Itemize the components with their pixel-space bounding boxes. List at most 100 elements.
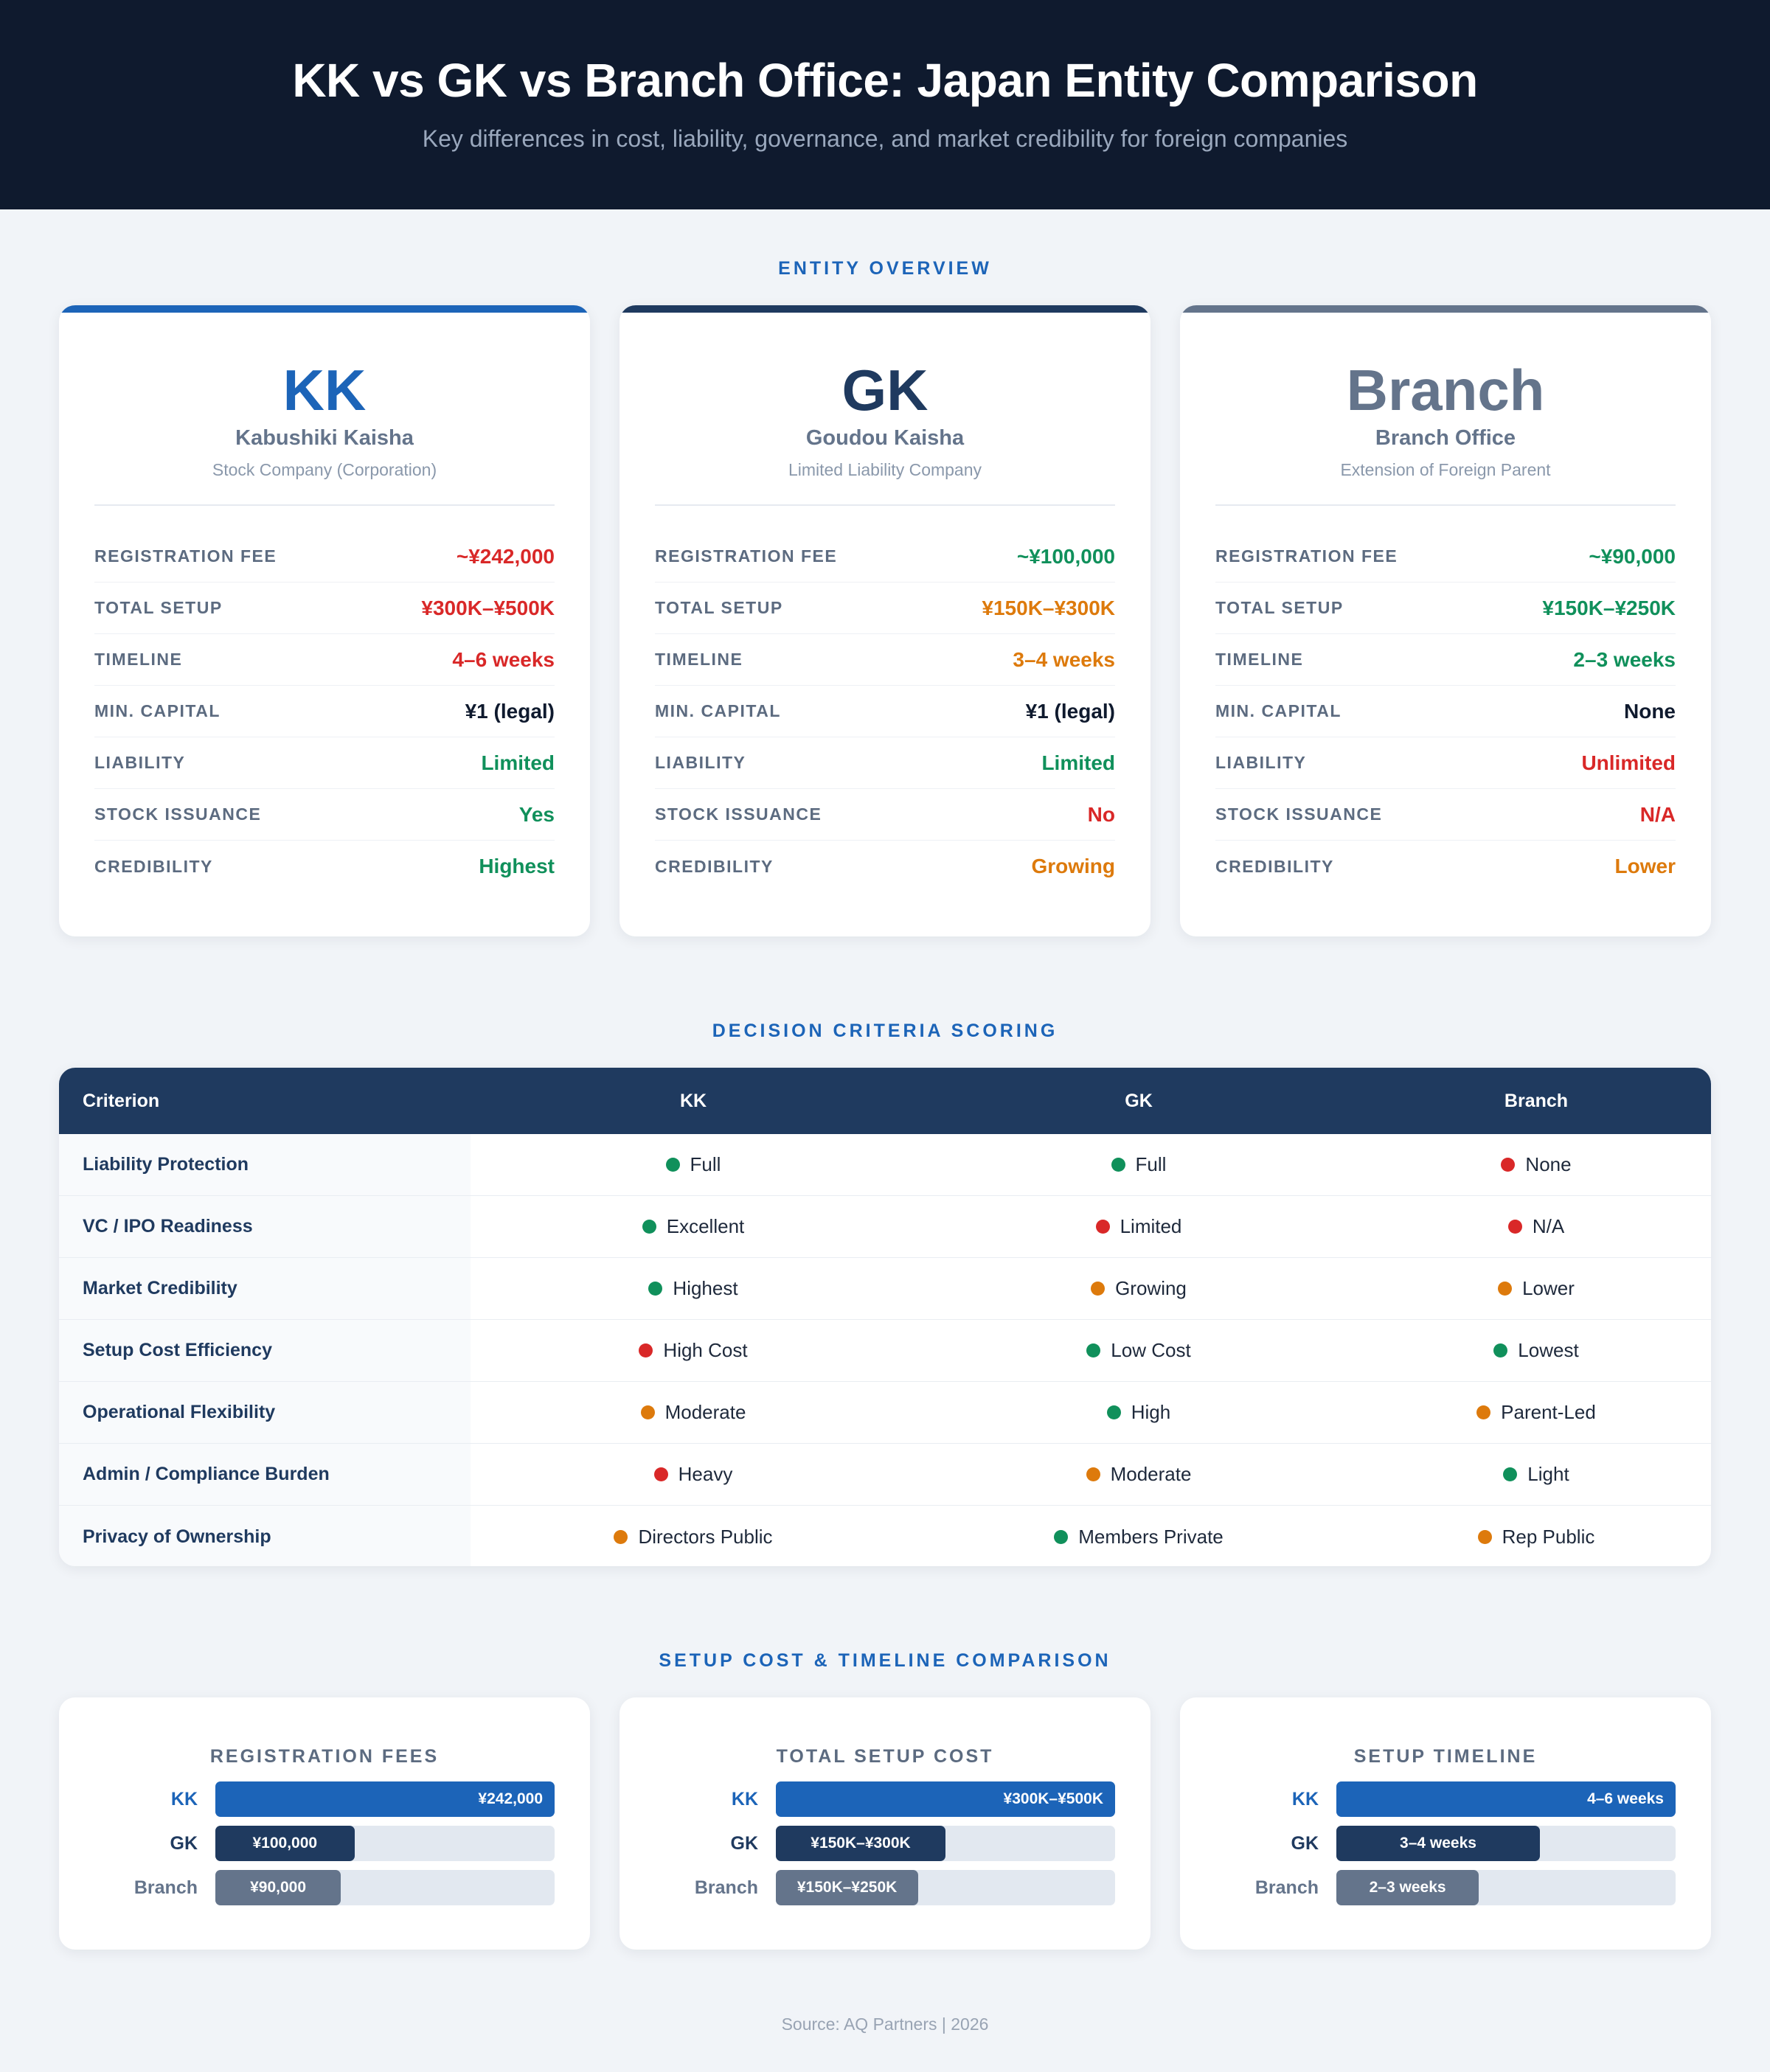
score-cell-branch: Parent-Led	[1361, 1401, 1711, 1424]
header-criterion: Criterion	[83, 1090, 160, 1111]
bar-label: GK	[170, 1833, 198, 1854]
criterion-label: Market Credibility	[59, 1258, 471, 1319]
attribute-row: REGISTRATION FEE ~¥242,000	[94, 531, 555, 583]
status-dot-icon	[1476, 1405, 1491, 1419]
criterion-label: Liability Protection	[59, 1134, 471, 1195]
score-value: Heavy	[653, 1463, 732, 1486]
page-title: KK vs GK vs Branch Office: Japan Entity …	[292, 54, 1478, 107]
bar-track: ¥242,000	[215, 1781, 555, 1817]
score-cell-branch: Lower	[1361, 1277, 1711, 1300]
attribute-row: TOTAL SETUP ¥300K–¥500K	[94, 583, 555, 634]
bar-track: 4–6 weeks	[1336, 1781, 1676, 1817]
score-text: Highest	[673, 1277, 738, 1299]
score-text: Excellent	[666, 1215, 745, 1237]
bar-label: GK	[730, 1833, 759, 1854]
entity-attributes: REGISTRATION FEE ~¥100,000 TOTAL SETUP ¥150…	[655, 531, 1115, 892]
score-text: Growing	[1115, 1277, 1187, 1299]
score-value: Lower	[1498, 1277, 1575, 1300]
attribute-label: TIMELINE	[1215, 650, 1304, 669]
criterion-label: Admin / Compliance Burden	[59, 1444, 471, 1505]
score-cell-kk: Directors Public	[471, 1526, 916, 1548]
attribute-value: N/A	[1639, 802, 1676, 826]
attribute-label: MIN. CAPITAL	[655, 701, 781, 720]
bar-label: KK	[731, 1789, 758, 1809]
table-row: VC / IPO Readiness Excellent Limited N/A	[59, 1196, 1711, 1258]
attribute-label: TOTAL SETUP	[655, 598, 783, 617]
attribute-row: REGISTRATION FEE ~¥100,000	[655, 531, 1115, 583]
attribute-row: MIN. CAPITAL ¥1 (legal)	[655, 686, 1115, 737]
table-header: Criterion KK GK Branch	[59, 1068, 1711, 1134]
entity-description: Limited Liability Company	[788, 460, 982, 479]
score-cell-branch: Lowest	[1361, 1339, 1711, 1362]
attribute-label: LIABILITY	[1215, 753, 1307, 772]
entity-abbr: KK	[282, 358, 367, 423]
score-value: Highest	[648, 1277, 738, 1300]
score-value: N/A	[1507, 1215, 1564, 1238]
attribute-label: TIMELINE	[94, 650, 183, 669]
page-header: KK vs GK vs Branch Office: Japan Entity …	[0, 0, 1770, 209]
attribute-value: None	[1624, 699, 1676, 723]
score-cell-kk: Full	[471, 1153, 916, 1176]
status-dot-icon	[1507, 1220, 1522, 1234]
status-dot-icon	[1091, 1282, 1106, 1296]
attribute-value: Limited	[1041, 751, 1115, 774]
bar-row: GK ¥150K–¥300K	[620, 1826, 1150, 1861]
score-text: Rep Public	[1502, 1525, 1595, 1548]
card-divider	[94, 504, 555, 506]
bar-label: Branch	[133, 1877, 198, 1898]
chart-title: TOTAL SETUP COST	[776, 1746, 994, 1767]
table-row: Privacy of Ownership Directors Public Memb…	[59, 1506, 1711, 1566]
score-text: Directors Public	[638, 1525, 773, 1548]
status-dot-icon	[614, 1529, 628, 1544]
attribute-value: Unlimited	[1581, 751, 1676, 774]
score-text: Full	[690, 1153, 721, 1175]
entity-description: Extension of Foreign Parent	[1340, 460, 1551, 479]
bar-fill: ¥242,000	[215, 1781, 555, 1817]
attribute-row: STOCK ISSUANCE N/A	[1215, 789, 1676, 841]
score-value: Light	[1503, 1463, 1569, 1486]
score-value: Full	[1111, 1153, 1167, 1176]
score-value: Moderate	[1086, 1463, 1192, 1486]
bar-row: KK 4–6 weeks	[1180, 1781, 1711, 1817]
attribute-value: ¥1 (legal)	[465, 699, 555, 723]
entity-name: Goudou Kaisha	[805, 426, 965, 450]
bar-fill: 2–3 weeks	[1336, 1870, 1479, 1905]
status-dot-icon	[1501, 1158, 1516, 1172]
score-text: Full	[1135, 1153, 1167, 1175]
score-text: Moderate	[1110, 1463, 1192, 1485]
score-value: Lowest	[1493, 1339, 1579, 1362]
attribute-value: Highest	[479, 855, 555, 877]
status-dot-icon	[648, 1282, 663, 1296]
bar-track: 2–3 weeks	[1336, 1870, 1676, 1905]
attribute-row: CREDIBILITY Highest	[94, 841, 555, 892]
bar-label: KK	[170, 1789, 198, 1809]
attribute-value: No	[1087, 802, 1115, 826]
bar-track: ¥90,000	[215, 1870, 555, 1905]
attribute-value: 2–3 weeks	[1573, 647, 1676, 671]
bar-fill: ¥300K–¥500K	[776, 1781, 1115, 1817]
attribute-value: 4–6 weeks	[452, 647, 555, 671]
attribute-label: MIN. CAPITAL	[94, 701, 221, 720]
card-accent-bar	[59, 305, 590, 313]
score-cell-kk: High Cost	[471, 1339, 916, 1362]
card-accent-bar	[1180, 305, 1711, 313]
attribute-value: Growing	[1031, 855, 1115, 877]
score-value: Excellent	[642, 1215, 745, 1238]
score-text: Low Cost	[1111, 1339, 1191, 1361]
criterion-label: Privacy of Ownership	[59, 1506, 471, 1566]
status-dot-icon	[1086, 1467, 1100, 1481]
attribute-label: TOTAL SETUP	[94, 598, 223, 617]
attribute-value: 3–4 weeks	[1013, 647, 1115, 671]
chart-card-registration-fees: REGISTRATION FEES KK ¥242,000 GK ¥100,000 Br…	[59, 1697, 590, 1950]
attribute-value: ¥1 (legal)	[1025, 699, 1115, 723]
source-footer: Source: AQ Partners | 2026	[781, 2014, 989, 2034]
entity-name: Branch Office	[1375, 426, 1516, 450]
attribute-label: TIMELINE	[655, 650, 743, 669]
status-dot-icon	[1503, 1467, 1518, 1481]
criterion-label: Setup Cost Efficiency	[59, 1320, 471, 1381]
bar-row: GK ¥100,000	[59, 1826, 590, 1861]
attribute-value: ¥150K–¥250K	[1542, 596, 1676, 619]
entity-name: Kabushiki Kaisha	[235, 426, 414, 450]
attribute-label: REGISTRATION FEE	[1215, 546, 1398, 566]
status-dot-icon	[1095, 1220, 1110, 1234]
